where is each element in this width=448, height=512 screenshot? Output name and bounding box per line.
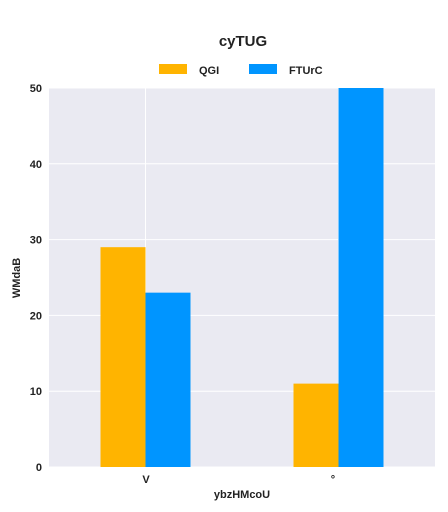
y-tick-label-0: 0 [36, 462, 42, 474]
legend-swatch-qgi [159, 64, 187, 74]
x-tick-label-0: V [142, 474, 150, 486]
y-axis-label: WMdaB [11, 258, 23, 298]
legend-label-ftur: FTUrC [289, 65, 323, 77]
y-tick-label-3: 30 [30, 235, 42, 247]
legend: QGI FTUrC [159, 64, 323, 77]
bar-qgi-1 [293, 383, 339, 467]
y-axis-ticks: 0 10 20 30 40 50 [30, 83, 42, 474]
y-tick-label-4: 40 [30, 159, 42, 171]
chart-title: cyTUG [219, 33, 267, 50]
bar-fturc-0 [145, 292, 191, 467]
x-tick-label-1: ° [331, 474, 335, 486]
y-tick-label-2: 20 [30, 310, 42, 322]
bar-fturc-1 [338, 88, 384, 467]
bar-qgi-0 [100, 247, 146, 467]
x-axis-label: ybzHMcoU [214, 489, 270, 501]
legend-swatch-ftur [249, 64, 277, 74]
y-tick-label-5: 50 [30, 83, 42, 95]
y-tick-label-1: 10 [30, 386, 42, 398]
legend-label-qgi: QGI [199, 65, 219, 77]
bars [100, 88, 384, 467]
